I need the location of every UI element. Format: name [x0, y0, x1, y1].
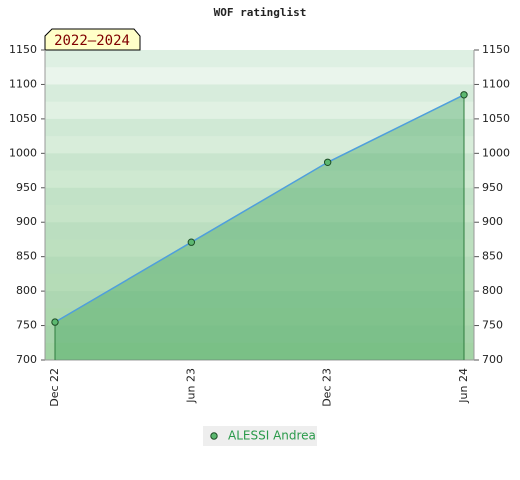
background-band	[45, 136, 474, 154]
y2-tick-label: 1000	[482, 146, 510, 159]
background-band	[45, 222, 474, 240]
area	[55, 94, 464, 361]
background-band	[45, 205, 474, 223]
line	[54, 94, 465, 323]
y-tick-label: 1100	[9, 77, 37, 90]
background-band	[45, 342, 474, 361]
legend-label: ALESSI Andrea	[228, 429, 316, 443]
background-band	[45, 50, 474, 68]
plot-area	[45, 50, 474, 361]
x-tick-label: Dec 22	[48, 368, 61, 407]
y-tick-label: 750	[16, 319, 37, 332]
y-tick-label: 1000	[9, 146, 37, 159]
y2-tick-label: 800	[482, 284, 503, 297]
y2-tick-label: 900	[482, 215, 503, 228]
y2-tick-label: 950	[482, 181, 503, 194]
y-tick-label: 850	[16, 250, 37, 263]
badge-box	[44, 28, 141, 51]
legend-box	[203, 426, 317, 446]
badge-text: 2022–2024	[54, 33, 130, 49]
y2-tick-label: 1050	[482, 112, 510, 125]
x-tick-label: Jun 24	[457, 368, 470, 404]
point	[460, 91, 468, 99]
background-band	[45, 101, 474, 120]
y-tick-label: 1050	[9, 112, 37, 125]
background-band	[45, 308, 474, 327]
y2-tick-label: 1100	[482, 77, 510, 90]
background-band	[45, 325, 474, 344]
point	[323, 158, 332, 166]
background-band	[45, 84, 474, 103]
x-tick-label: Jun 23	[184, 368, 197, 404]
background-band	[45, 273, 474, 292]
background-band	[45, 170, 474, 189]
x-tick-label: Dec 23	[321, 368, 334, 407]
background-band	[45, 67, 474, 85]
point	[51, 318, 59, 326]
background-band	[45, 187, 474, 206]
y2-tick-label: 850	[482, 250, 503, 263]
y-tick-label: 900	[16, 215, 37, 228]
point	[187, 238, 196, 246]
y2-tick-label: 750	[482, 319, 503, 332]
y-tick-label: 700	[16, 353, 37, 366]
background-band	[45, 291, 474, 309]
y-tick-label: 800	[16, 284, 37, 297]
y-tick-label: 950	[16, 181, 37, 194]
y2-tick-label: 1150	[482, 43, 510, 56]
y2-tick-label: 700	[482, 353, 503, 366]
background-band	[45, 256, 474, 275]
background-band	[45, 153, 474, 172]
chart-title: WOF ratinglist	[214, 6, 307, 19]
y-tick-label: 1150	[9, 43, 37, 56]
legend-marker	[210, 432, 218, 440]
background-band	[45, 118, 474, 137]
background-band	[45, 239, 474, 258]
